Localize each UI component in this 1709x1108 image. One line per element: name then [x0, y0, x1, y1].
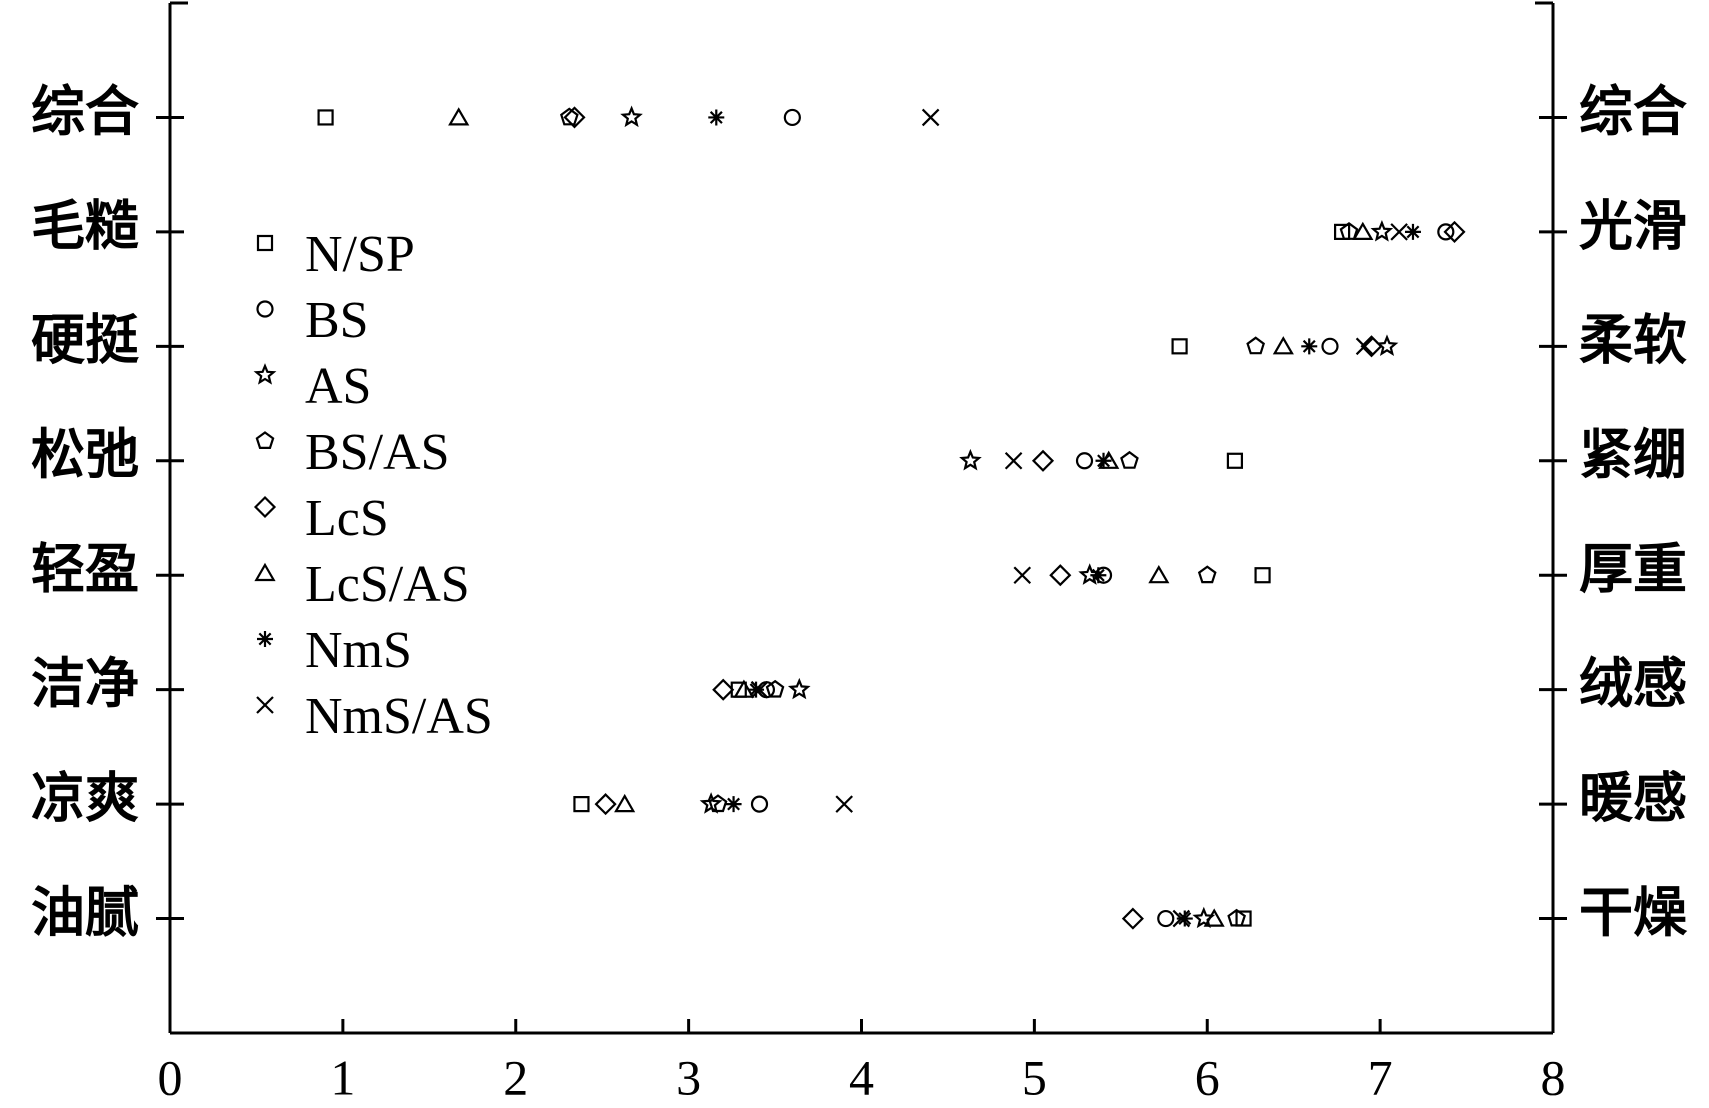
x-tick-label: 4	[849, 1049, 874, 1105]
data-point	[573, 796, 590, 813]
data-point	[317, 109, 334, 126]
data-point	[835, 795, 853, 813]
data-point	[1176, 910, 1193, 927]
data-point	[1370, 219, 1394, 242]
data-point	[1390, 223, 1408, 241]
legend-marker	[256, 300, 274, 318]
data-point	[1360, 335, 1383, 358]
data-point	[1226, 452, 1244, 469]
x-tick-label: 0	[158, 1049, 183, 1105]
data-point	[787, 677, 811, 700]
y-label-left: 油腻	[31, 883, 139, 943]
legend-label: N/SP	[305, 226, 415, 283]
data-point	[1352, 221, 1374, 240]
y-label-right: 光滑	[1579, 196, 1687, 256]
x-tick-label: 7	[1368, 1049, 1393, 1105]
y-label-right: 干燥	[1579, 883, 1688, 943]
data-point	[1321, 337, 1339, 355]
data-point	[560, 107, 579, 126]
x-tick-label: 8	[1541, 1049, 1566, 1105]
data-point	[783, 108, 801, 127]
data-point	[959, 448, 982, 471]
data-point	[1049, 564, 1072, 587]
data-point	[620, 105, 643, 128]
data-point	[708, 794, 728, 813]
x-tick-label: 3	[676, 1049, 701, 1105]
y-label-left: 毛糙	[31, 196, 139, 256]
y-label-right: 暖感	[1579, 769, 1687, 829]
legend-marker	[257, 631, 273, 647]
data-point	[1172, 909, 1191, 928]
data-point	[1246, 336, 1265, 355]
data-point	[1090, 567, 1107, 584]
legend-label: NmS	[305, 622, 412, 679]
data-point	[921, 108, 940, 127]
y-label-left: 松弛	[31, 425, 139, 485]
legend-marker	[254, 562, 276, 582]
y-label-left: 凉爽	[31, 769, 139, 829]
data-point	[1375, 334, 1399, 356]
data-point	[1355, 337, 1374, 356]
legend-marker	[256, 234, 274, 252]
y-label-right: 紧绷	[1579, 425, 1687, 485]
data-point	[1075, 452, 1094, 470]
data-point	[1333, 223, 1351, 240]
x-tick-label: 1	[330, 1049, 355, 1105]
data-point	[765, 679, 785, 698]
data-point	[708, 109, 725, 126]
y-label-left: 硬挺	[31, 311, 139, 371]
legend-marker	[253, 495, 277, 519]
data-point	[1157, 909, 1175, 928]
data-point	[1339, 222, 1359, 240]
data-point	[1004, 452, 1023, 470]
legend-label: BS/AS	[305, 424, 450, 481]
data-point	[1235, 910, 1252, 927]
y-label-left: 洁净	[31, 654, 139, 714]
data-point	[1031, 449, 1055, 472]
legend-label: LcS	[305, 490, 389, 547]
data-point	[1443, 220, 1466, 243]
data-point	[594, 793, 617, 816]
data-point	[1095, 452, 1112, 469]
x-tick-label: 2	[503, 1049, 528, 1105]
x-tick-label: 5	[1022, 1049, 1047, 1105]
legend-marker	[253, 363, 277, 385]
data-point	[1013, 566, 1032, 584]
data-point	[1404, 223, 1421, 240]
y-label-left: 综合	[31, 82, 139, 142]
legend-label: AS	[305, 358, 371, 415]
data-point	[1120, 450, 1139, 469]
data-point	[614, 793, 636, 813]
legend-label: BS	[305, 292, 369, 349]
data-point	[750, 680, 769, 699]
data-point	[712, 678, 735, 701]
data-point	[1301, 338, 1318, 355]
data-point	[1121, 907, 1144, 930]
legend-label: NmS/AS	[305, 688, 493, 745]
y-label-left: 轻盈	[31, 540, 139, 600]
legend-marker	[255, 431, 275, 449]
data-point	[748, 681, 765, 698]
y-label-right: 绒感	[1579, 654, 1687, 714]
legend-marker	[256, 696, 274, 714]
data-point	[563, 106, 586, 129]
data-point	[1171, 338, 1188, 355]
data-point	[1203, 908, 1225, 927]
data-point	[1437, 223, 1455, 241]
data-point	[1272, 336, 1294, 355]
data-point	[750, 795, 769, 813]
y-label-right: 柔软	[1579, 311, 1687, 371]
y-label-right: 综合	[1579, 82, 1687, 142]
x-tick-label: 6	[1195, 1049, 1220, 1105]
data-point	[725, 796, 742, 813]
data-point	[1227, 908, 1246, 927]
data-point	[1254, 567, 1271, 584]
data-point	[448, 107, 470, 126]
legend-label: LcS/AS	[305, 556, 470, 613]
y-label-right: 厚重	[1579, 540, 1687, 600]
data-point	[1148, 564, 1170, 584]
data-point	[1197, 565, 1217, 584]
